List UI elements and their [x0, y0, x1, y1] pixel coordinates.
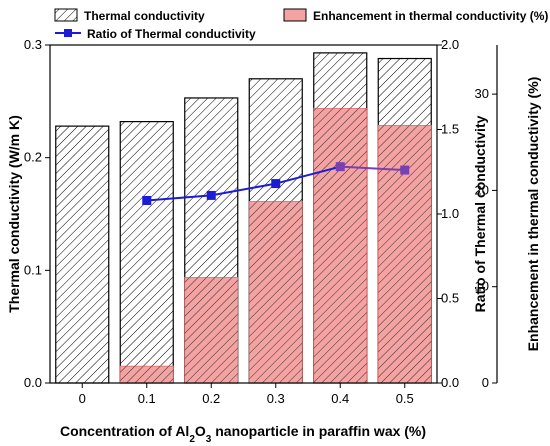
right-inner-tick-label: 1.0: [441, 206, 459, 221]
right-inner-axis-title: Ratio of Thermal conductivity: [472, 115, 488, 312]
x-axis-title-subscript: 3: [206, 434, 212, 445]
x-tick-label: 0.1: [138, 391, 156, 406]
bars-layer: [55, 52, 432, 384]
x-axis-title-subscript: 2: [189, 434, 195, 445]
left-tick-label: 0.3: [24, 37, 42, 52]
enhancement-bar-hatch: [313, 108, 367, 383]
x-tick-label: 0.4: [331, 391, 349, 406]
ratio-marker: [271, 179, 281, 189]
right-outer-tick-label: 30: [475, 86, 489, 101]
enhancement-bar-hatch: [249, 201, 303, 383]
x-tick-label: 0.5: [396, 391, 414, 406]
enhancement-bar-hatch: [120, 366, 174, 383]
right-outer-tick-label: 0: [482, 375, 489, 390]
right-outer-tick-label: 10: [475, 279, 489, 294]
right-inner-y-axis: 0.0 0.5 1.0 1.5 2.0: [437, 37, 459, 390]
legend: Thermal conductivity Enhancement in ther…: [54, 8, 548, 41]
x-axis-title-part: nanoparticle in paraffin wax (%): [211, 423, 426, 439]
x-tick-label: 0.3: [267, 391, 285, 406]
right-inner-tick-label: 1.5: [441, 122, 459, 137]
right-inner-tick-label: 0.0: [441, 375, 459, 390]
thermal-conductivity-bar: [55, 125, 110, 384]
left-tick-label: 0.0: [24, 375, 42, 390]
ratio-line-layer: [142, 162, 410, 205]
left-axis-title: Thermal conductivity (W/m K): [6, 115, 22, 313]
ratio-line-segment: [340, 165, 405, 172]
x-tick-label: 0: [79, 391, 86, 406]
legend-swatch-thermal-conductivity: [54, 8, 78, 22]
right-outer-y-axis: 0 10 20 30: [475, 86, 497, 390]
legend-marker-ratio: [64, 29, 72, 37]
x-axis-title: Concentration of Al2O3 nanoparticle in p…: [60, 423, 426, 445]
legend-swatch-enhancement: [283, 8, 307, 22]
x-tick-label: 0.2: [202, 391, 220, 406]
x-axis-title-part: Concentration of Al: [60, 423, 189, 439]
ratio-marker: [400, 165, 410, 175]
ratio-marker: [142, 195, 152, 205]
ratio-line-segment: [146, 194, 212, 202]
legend-label-ratio: Ratio of Thermal conductivity: [87, 27, 256, 41]
right-inner-tick-label: 0.5: [441, 291, 459, 306]
enhancement-bar-hatch: [378, 125, 432, 383]
thermal-conductivity-bar: [119, 121, 174, 384]
right-outer-axis-title: Enhancement in thermal conductivity (%): [525, 77, 541, 352]
right-inner-tick-label: 2.0: [441, 37, 459, 52]
left-y-axis: 0.0 0.1 0.2 0.3: [24, 37, 50, 390]
legend-label-thermal-conductivity: Thermal conductivity: [84, 9, 205, 23]
enhancement-bar-hatch: [184, 277, 238, 383]
left-tick-label: 0.1: [24, 262, 42, 277]
ratio-line-segment: [211, 182, 276, 197]
left-tick-label: 0.2: [24, 150, 42, 165]
right-outer-tick-label: 20: [475, 182, 489, 197]
ratio-marker: [206, 190, 216, 200]
x-axis: 0 0.1 0.2 0.3 0.4 0.5: [79, 383, 414, 406]
legend-label-enhancement: Enhancement in thermal conductivity (%): [313, 9, 548, 23]
ratio-line-segment: [275, 165, 341, 185]
ratio-marker: [335, 162, 345, 172]
x-axis-title-part: O: [195, 423, 206, 439]
